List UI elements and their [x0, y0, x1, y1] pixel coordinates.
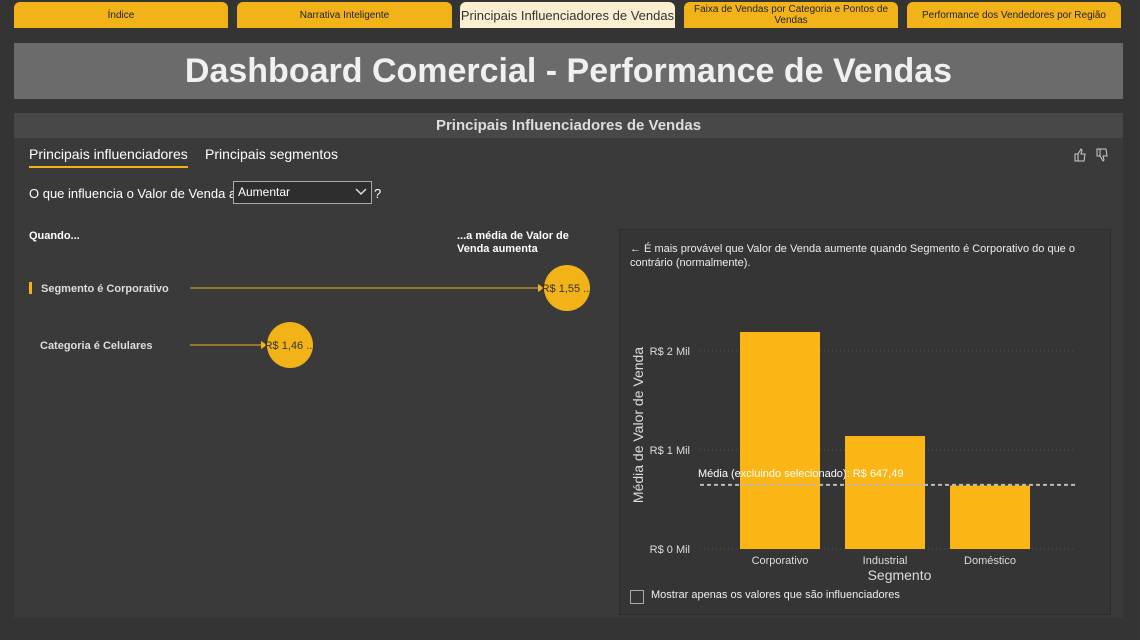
- x-tick-label: Corporativo: [752, 555, 809, 567]
- y-tick-label: R$ 2 Mil: [650, 346, 690, 358]
- checkbox-label[interactable]: Mostrar apenas os valores que são influe…: [651, 589, 900, 601]
- column-header: ...a média de Valor de Venda aumenta: [457, 230, 569, 255]
- checkbox[interactable]: [630, 590, 644, 604]
- tab[interactable]: Faixa de Vendas por Categoria e Pontos d…: [684, 2, 898, 28]
- tab[interactable]: Índice: [14, 2, 228, 28]
- column-header: Quando...: [29, 230, 80, 242]
- visual-tab[interactable]: Principais influenciadores: [29, 146, 188, 168]
- tab[interactable]: Principais Influenciadores de Vendas: [460, 2, 675, 28]
- dropdown-value: Aumentar: [238, 185, 291, 199]
- dropdown[interactable]: Aumentar: [233, 181, 372, 204]
- influencer-label[interactable]: Segmento é Corporativo: [41, 283, 169, 295]
- explanation: ← É mais provável que Valor de Venda aum…: [630, 243, 1075, 269]
- influencers: Segmento é Corporativo R$ 1,55 ... Categ…: [29, 265, 593, 368]
- x-tick-label: Industrial: [863, 555, 908, 567]
- y-tick-label: R$ 0 Mil: [650, 544, 690, 556]
- chevron: [355, 188, 367, 196]
- bubble[interactable]: [267, 322, 313, 368]
- arrow: [261, 341, 267, 349]
- question-mark: ?: [374, 186, 382, 201]
- selection-marker: [29, 282, 32, 294]
- bubble-label: R$ 1,46 ...: [265, 340, 316, 352]
- arrow: [538, 284, 544, 292]
- y-tick-label: R$ 1 Mil: [650, 445, 690, 457]
- bar: [950, 485, 1030, 549]
- feedback-icons[interactable]: [1072, 147, 1112, 163]
- influencer-label[interactable]: Categoria é Celulares: [40, 340, 153, 352]
- y-axis-title: Média de Valor de Venda: [630, 347, 646, 503]
- bar: [845, 436, 925, 549]
- x-axis-title: Segmento: [868, 567, 932, 583]
- detail-panel: [619, 229, 1111, 615]
- bubble-label: R$ 1,55 ...: [542, 283, 593, 295]
- x-tick-label: Doméstico: [964, 555, 1016, 567]
- section-title: Principais Influenciadores de Vendas: [14, 113, 1123, 138]
- tab[interactable]: Performance dos Vendedores por Região: [907, 2, 1121, 28]
- tab[interactable]: Narrativa Inteligente: [237, 2, 452, 28]
- question: O que influencia o Valor de Venda a: [29, 186, 237, 201]
- dashboard-title: Dashboard Comercial - Performance de Ven…: [14, 43, 1123, 99]
- visual-tab[interactable]: Principais segmentos: [205, 146, 339, 162]
- reference-label: Média (excluindo selecionado): R$ 647,49: [698, 468, 903, 480]
- bar: [740, 331, 820, 549]
- bubble[interactable]: [544, 265, 590, 311]
